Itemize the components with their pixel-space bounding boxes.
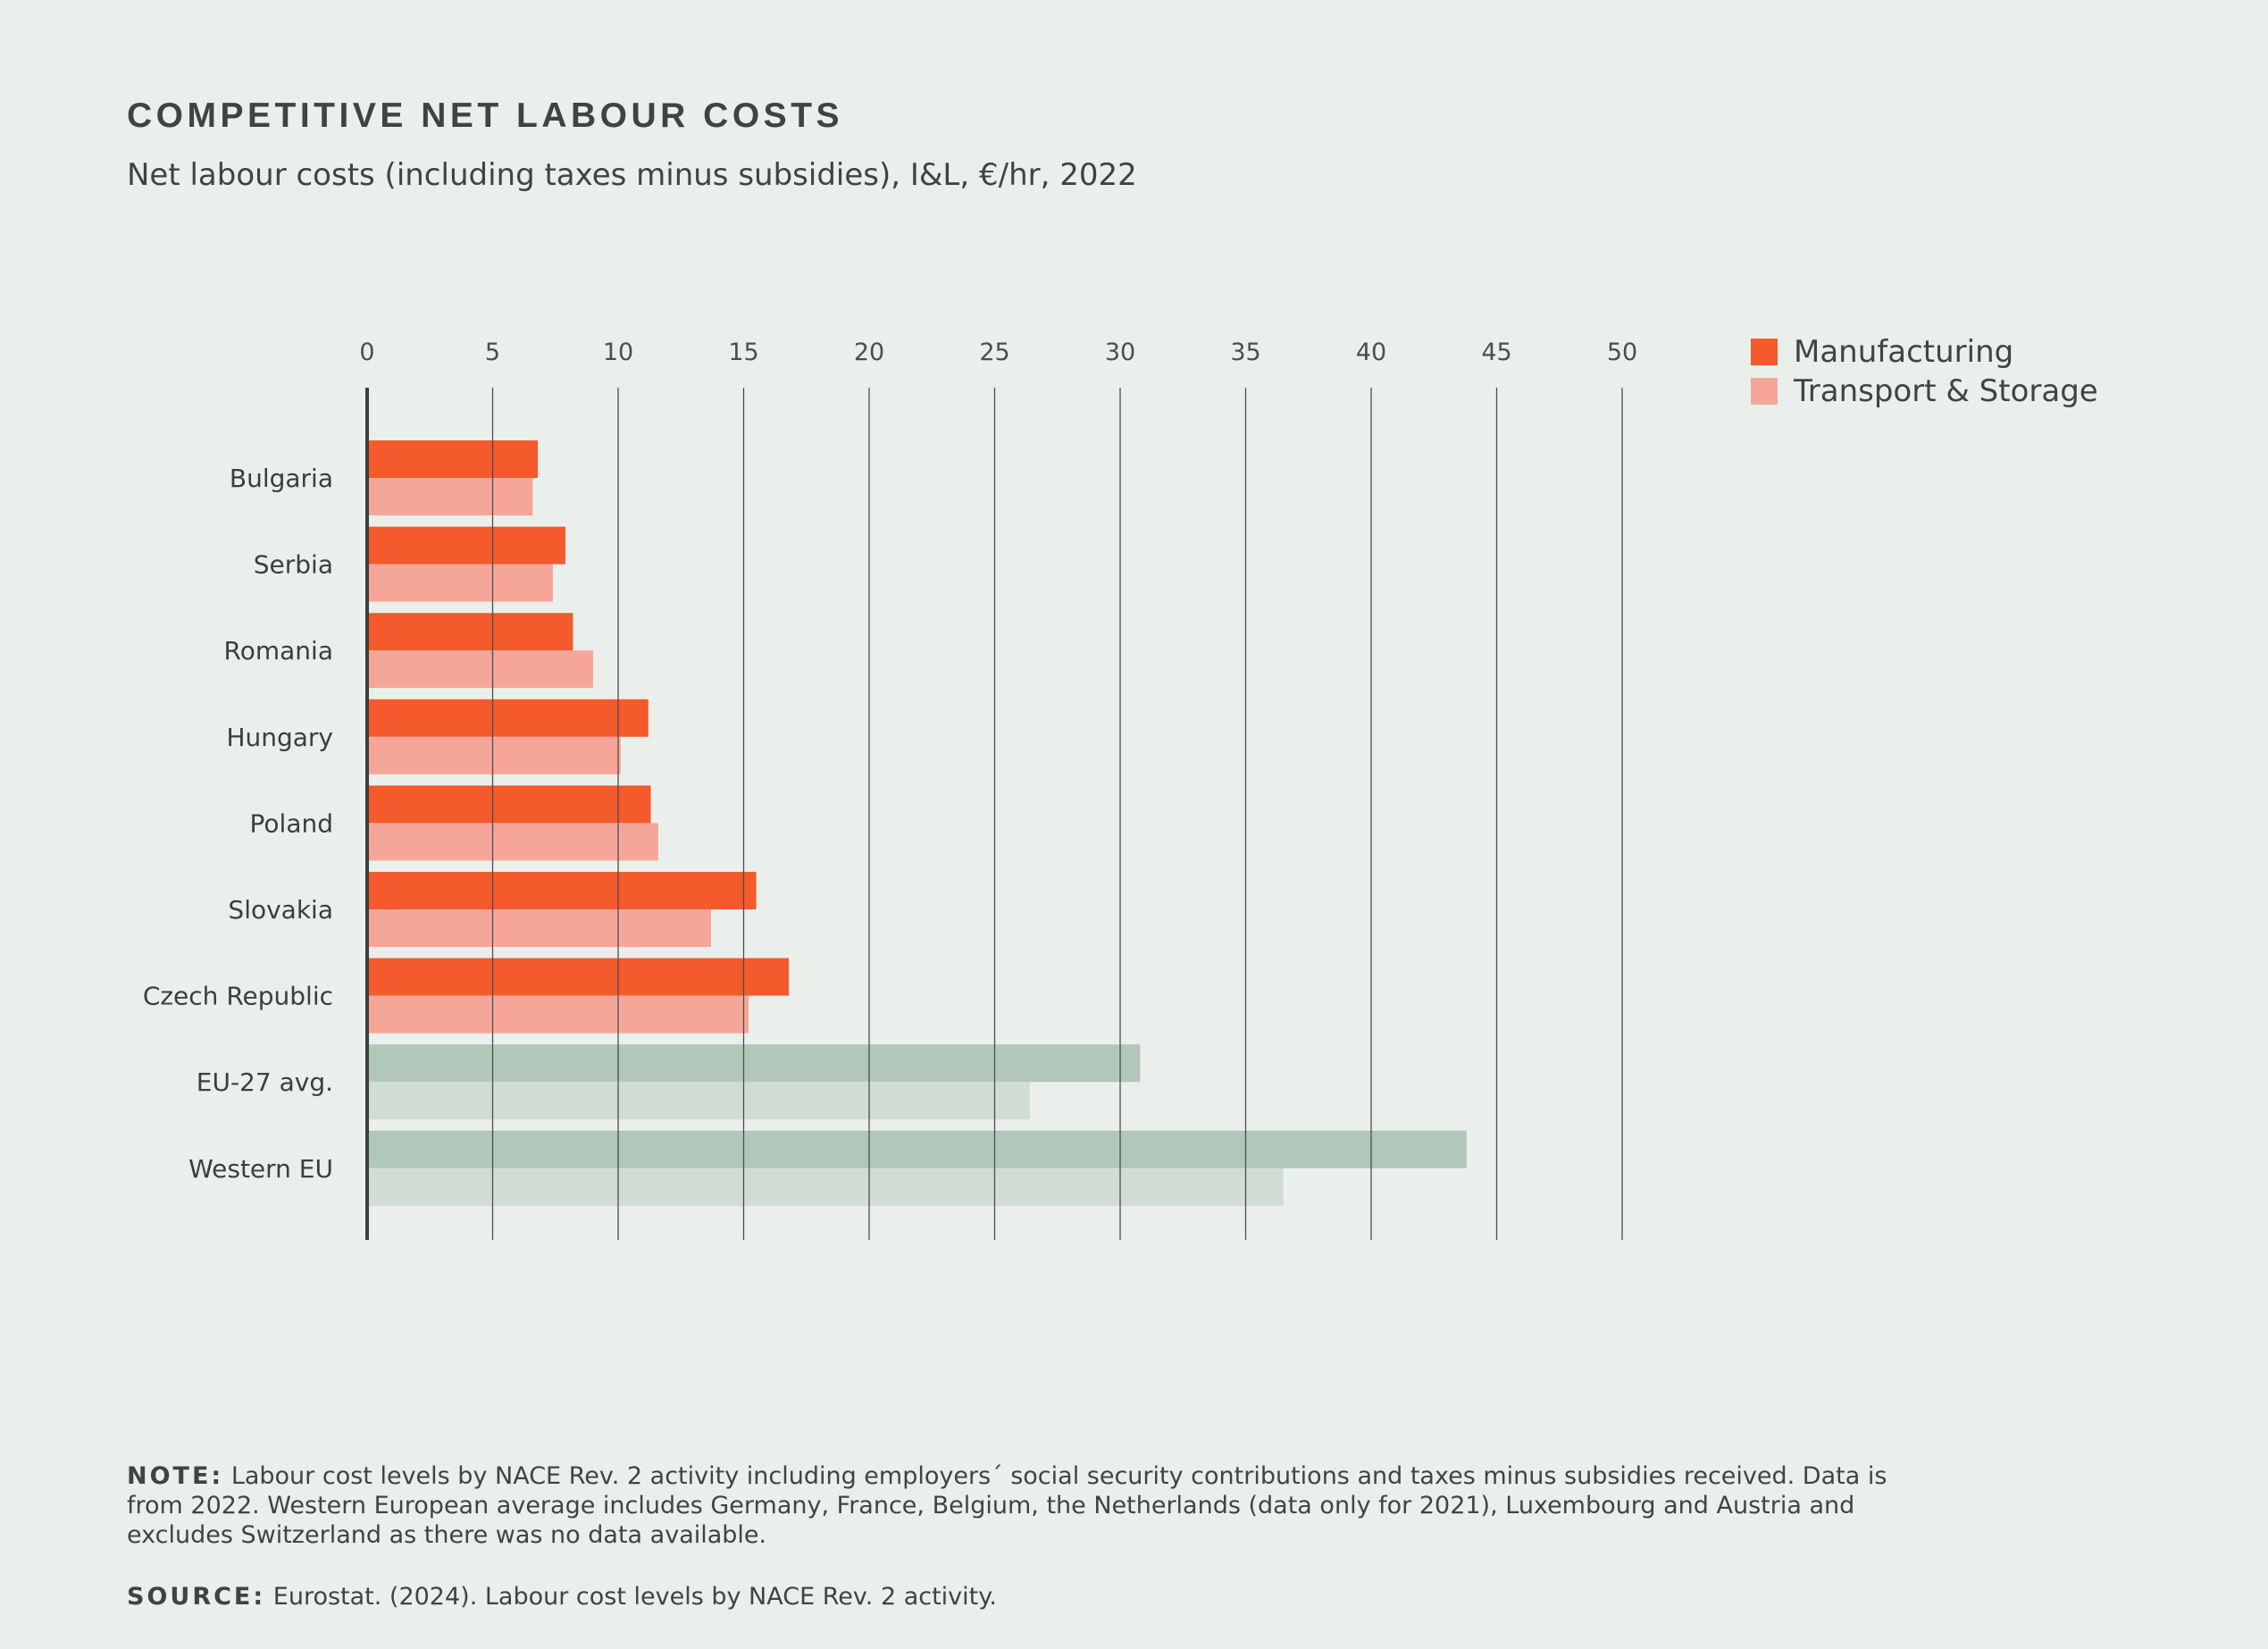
x-tick-label-35: 35 xyxy=(1230,339,1260,366)
bar-poland-manufacturing xyxy=(367,785,651,824)
x-tick-label-45: 45 xyxy=(1481,339,1511,366)
legend-item-manufacturing: Manufacturing xyxy=(1751,332,2098,372)
category-label-romania: Romania xyxy=(224,636,333,665)
bar-eu-27-avg-transport xyxy=(367,1082,1030,1120)
x-tick-label-5: 5 xyxy=(485,339,500,366)
category-label-serbia: Serbia xyxy=(254,550,333,580)
bar-western-eu-transport xyxy=(367,1168,1284,1206)
category-label-hungary: Hungary xyxy=(226,723,333,752)
bar-hungary-transport xyxy=(367,736,621,774)
bar-eu-27-avg-manufacturing xyxy=(367,1044,1141,1083)
bar-romania-transport xyxy=(367,650,593,689)
x-tick-label-10: 10 xyxy=(603,339,633,366)
category-label-western-eu: Western EU xyxy=(188,1154,333,1184)
footnote: NOTE: Labour cost levels by NACE Rev. 2 … xyxy=(127,1461,1913,1550)
x-tick-label-20: 20 xyxy=(854,339,884,366)
x-tick-label-15: 15 xyxy=(728,339,758,366)
x-tick-label-40: 40 xyxy=(1356,339,1386,366)
bar-slovakia-transport xyxy=(367,909,711,947)
source-lead: SOURCE: xyxy=(127,1583,266,1611)
category-label-eu-27-avg: EU-27 avg. xyxy=(197,1067,333,1097)
bar-czech-republic-transport xyxy=(367,995,749,1034)
category-label-slovakia: Slovakia xyxy=(228,895,333,925)
legend-label-manufacturing: Manufacturing xyxy=(1794,334,2014,370)
legend-swatch-manufacturing xyxy=(1751,339,1778,365)
bar-bulgaria-manufacturing xyxy=(367,440,539,478)
bar-serbia-transport xyxy=(367,564,553,602)
source-text: Eurostat. (2024). Labour cost levels by … xyxy=(272,1583,997,1611)
category-label-poland: Poland xyxy=(250,808,333,838)
x-tick-label-0: 0 xyxy=(359,339,374,366)
bar-hungary-manufacturing xyxy=(367,699,649,737)
bar-serbia-manufacturing xyxy=(367,526,565,565)
legend: Manufacturing Transport & Storage xyxy=(1751,332,2098,411)
note-lead: NOTE: xyxy=(127,1462,224,1490)
legend-label-transport: Transport & Storage xyxy=(1794,373,2098,409)
category-label-bulgaria: Bulgaria xyxy=(230,464,333,493)
note-text: Labour cost levels by NACE Rev. 2 activi… xyxy=(127,1462,1887,1549)
source-note: SOURCE: Eurostat. (2024). Labour cost le… xyxy=(127,1582,1913,1611)
chart-title: COMPETITIVE NET LABOUR COSTS xyxy=(127,96,844,135)
x-tick-label-50: 50 xyxy=(1607,339,1637,366)
bar-western-eu-manufacturing xyxy=(367,1130,1467,1168)
category-label-czech-republic: Czech Republic xyxy=(143,982,333,1011)
bar-romania-manufacturing xyxy=(367,613,573,651)
bar-poland-transport xyxy=(367,823,658,861)
legend-item-transport: Transport & Storage xyxy=(1751,372,2098,411)
legend-swatch-transport xyxy=(1751,378,1778,405)
chart-subtitle: Net labour costs (including taxes minus … xyxy=(127,157,1137,193)
bar-czech-republic-manufacturing xyxy=(367,958,790,996)
bar-bulgaria-transport xyxy=(367,478,533,515)
x-tick-label-25: 25 xyxy=(979,339,1009,366)
bar-slovakia-manufacturing xyxy=(367,872,757,909)
x-tick-label-30: 30 xyxy=(1105,339,1135,366)
